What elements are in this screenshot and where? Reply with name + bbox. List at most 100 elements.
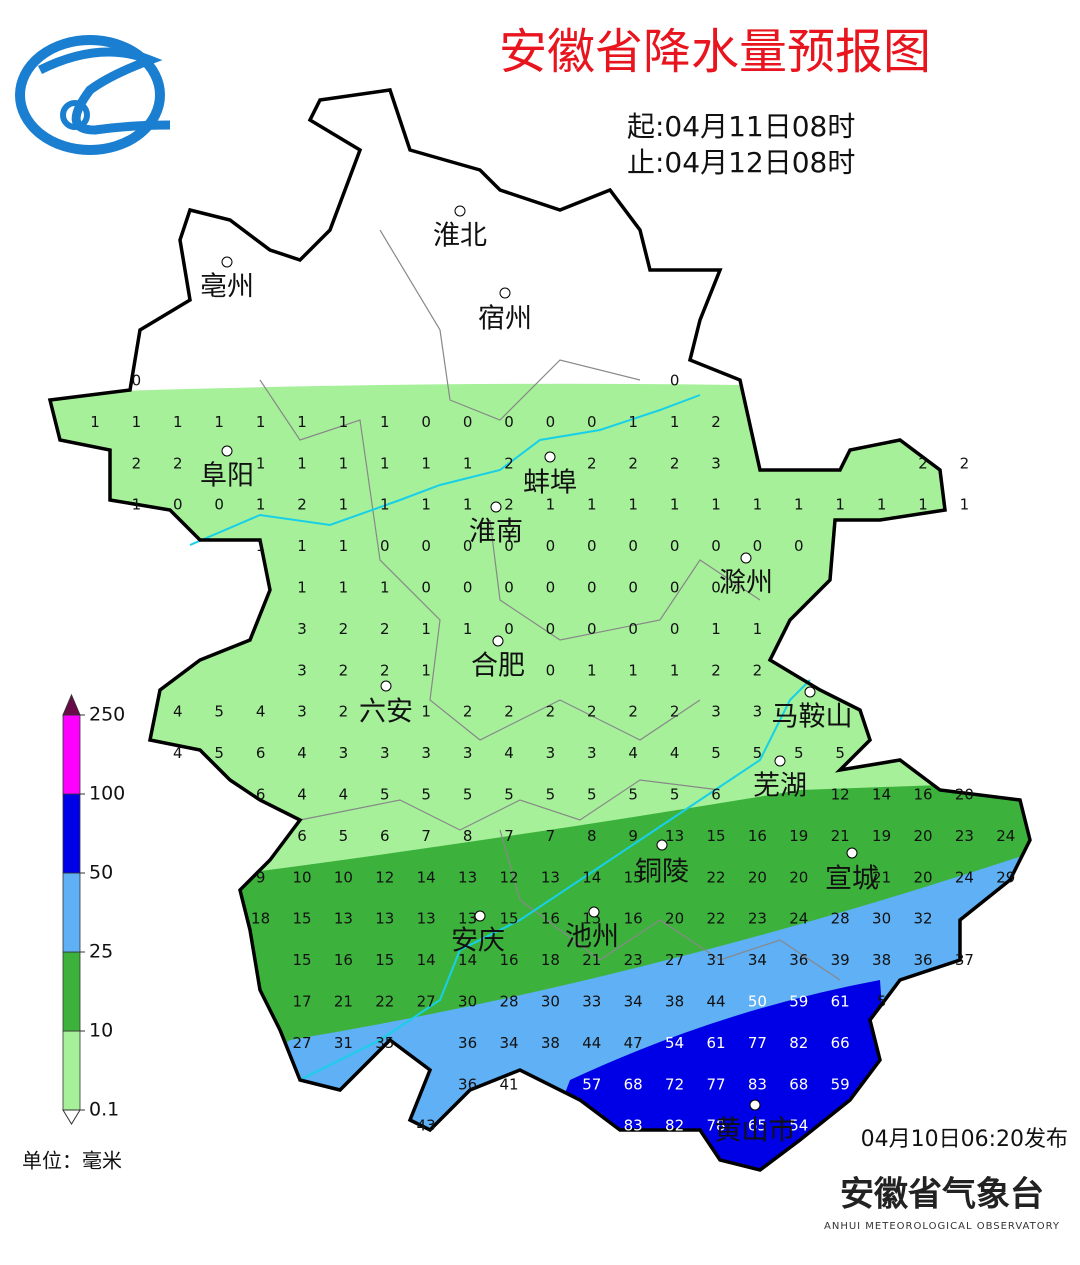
- grid-value: 31: [706, 951, 725, 969]
- grid-value: 1: [463, 620, 473, 638]
- grid-value: 0: [504, 579, 514, 597]
- grid-value: 3: [380, 744, 390, 762]
- grid-value: 34: [499, 1034, 518, 1052]
- grid-value: 1: [421, 620, 431, 638]
- grid-value: 2: [753, 661, 763, 679]
- grid-value: 19: [872, 827, 891, 845]
- grid-value: 68: [624, 1075, 643, 1093]
- grid-value: 82: [665, 1117, 684, 1135]
- city-dot: [804, 686, 816, 698]
- grid-value: 6: [711, 786, 721, 804]
- grid-value: 1: [587, 496, 597, 514]
- grid-value: 1: [877, 496, 887, 514]
- city-label: 淮南: [469, 517, 523, 548]
- grid-value: 1: [256, 496, 266, 514]
- grid-value: 83: [624, 1117, 643, 1135]
- grid-value: 0: [670, 579, 680, 597]
- grid-value: 2: [339, 703, 349, 721]
- grid-value: 31: [334, 1034, 353, 1052]
- org-english: ANHUI METEOROLOGICAL OBSERVATORY: [824, 1221, 1060, 1232]
- city-dot: [846, 847, 858, 859]
- grid-value: 37: [955, 951, 974, 969]
- grid-value: 5: [463, 786, 473, 804]
- grid-value: 5: [587, 786, 597, 804]
- grid-value: 2: [297, 496, 307, 514]
- grid-value: 2: [670, 454, 680, 472]
- grid-value: 0: [546, 579, 556, 597]
- grid-value: 15: [624, 868, 643, 886]
- border: [499, 829, 841, 981]
- city-label: 六安: [359, 697, 413, 728]
- grid-value: 5: [214, 744, 224, 762]
- grid-value: 38: [665, 993, 684, 1011]
- grid-value: 16: [499, 951, 518, 969]
- grid-value: 21: [831, 827, 850, 845]
- grid-value: 2: [670, 703, 680, 721]
- grid-value: 8: [587, 827, 597, 845]
- city-dot: [588, 906, 600, 918]
- grid-value: 0: [546, 661, 556, 679]
- grid-value: 32: [913, 910, 932, 928]
- grid-value: 16: [334, 951, 353, 969]
- grid-value: 38: [872, 951, 891, 969]
- grid-value: 50: [748, 993, 767, 1011]
- grid-value: 1: [546, 496, 556, 514]
- logo-eye: [60, 100, 90, 130]
- grid-value: 30: [458, 993, 477, 1011]
- grid-value: 20: [789, 868, 808, 886]
- grid-value: 10: [334, 868, 353, 886]
- grid-value: 1: [380, 496, 390, 514]
- city-dot: [490, 501, 502, 513]
- city-dot: [492, 635, 504, 647]
- city-label: 滁州: [719, 568, 773, 599]
- grid-value: 23: [748, 910, 767, 928]
- grid-value: 20: [665, 910, 684, 928]
- city-label: 宿州: [478, 304, 532, 335]
- grid-value: 77: [706, 1075, 725, 1093]
- grid-value: 0: [132, 372, 142, 390]
- grid-value: 1: [380, 413, 390, 431]
- grid-value: 1: [587, 661, 597, 679]
- grid-value: 4: [504, 744, 514, 762]
- legend-swatch: [62, 1030, 81, 1111]
- grid-value: 1: [132, 413, 142, 431]
- city-label: 芜湖: [753, 771, 807, 802]
- grid-value: 36: [458, 1075, 477, 1093]
- grid-value: 9: [628, 827, 638, 845]
- grid-value: 0: [463, 537, 473, 555]
- grid-value: 2: [380, 620, 390, 638]
- grid-value: 57: [582, 1075, 601, 1093]
- grid-value: 33: [582, 993, 601, 1011]
- grid-value: 13: [334, 910, 353, 928]
- grid-value: 1: [628, 496, 638, 514]
- legend-label: 100: [89, 783, 125, 805]
- grid-value: 1: [794, 496, 804, 514]
- grid-value: 1: [297, 413, 307, 431]
- grid-value: 4: [297, 786, 307, 804]
- legend-cap: [62, 693, 81, 716]
- county-borders: [259, 229, 841, 981]
- grid-value: 3: [463, 744, 473, 762]
- grid-value: 36: [913, 951, 932, 969]
- grid-value: 5: [339, 827, 349, 845]
- grid-value: 5: [711, 744, 721, 762]
- grid-value: 68: [789, 1075, 808, 1093]
- grid-value: 39: [831, 951, 850, 969]
- grid-value: 0: [628, 620, 638, 638]
- logo: [15, 35, 171, 155]
- grid-value: 23: [624, 951, 643, 969]
- grid-value: 20: [955, 786, 974, 804]
- period-end: 止:04月12日08时: [627, 146, 855, 179]
- org-name: 安徽省气象台: [840, 1175, 1044, 1215]
- city-label: 池州: [565, 922, 619, 953]
- grid-value: 1: [132, 496, 142, 514]
- grid-value: 15: [375, 951, 394, 969]
- grid-value: 0: [670, 372, 680, 390]
- grid-value: 2: [587, 703, 597, 721]
- grid-value: 0: [628, 579, 638, 597]
- grid-value: 0: [546, 537, 556, 555]
- grid-value: 77: [748, 1034, 767, 1052]
- grid-value: 35: [375, 1034, 394, 1052]
- grid-value: 5: [504, 786, 514, 804]
